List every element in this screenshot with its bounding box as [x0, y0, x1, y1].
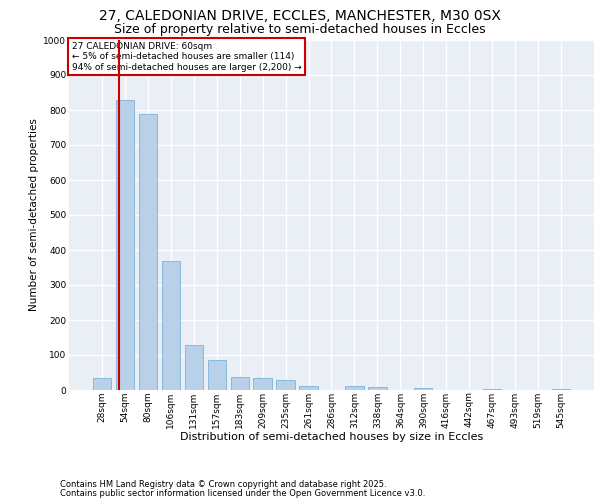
Bar	[277, 380, 295, 390]
Bar	[230, 377, 249, 390]
Bar	[253, 378, 272, 390]
Y-axis label: Number of semi-detached properties: Number of semi-detached properties	[29, 118, 39, 312]
Bar	[162, 260, 180, 390]
Text: Size of property relative to semi-detached houses in Eccles: Size of property relative to semi-detach…	[114, 22, 486, 36]
Bar	[414, 388, 433, 390]
Text: 27 CALEDONIAN DRIVE: 60sqm
← 5% of semi-detached houses are smaller (114)
94% of: 27 CALEDONIAN DRIVE: 60sqm ← 5% of semi-…	[71, 42, 301, 72]
Bar	[185, 345, 203, 390]
Bar	[139, 114, 157, 390]
Bar	[299, 386, 318, 390]
Bar	[93, 378, 111, 390]
Bar	[368, 386, 386, 390]
X-axis label: Distribution of semi-detached houses by size in Eccles: Distribution of semi-detached houses by …	[180, 432, 483, 442]
Text: 27, CALEDONIAN DRIVE, ECCLES, MANCHESTER, M30 0SX: 27, CALEDONIAN DRIVE, ECCLES, MANCHESTER…	[99, 9, 501, 23]
Text: Contains HM Land Registry data © Crown copyright and database right 2025.: Contains HM Land Registry data © Crown c…	[60, 480, 386, 489]
Bar	[345, 386, 364, 390]
Text: Contains public sector information licensed under the Open Government Licence v3: Contains public sector information licen…	[60, 488, 425, 498]
Bar	[116, 100, 134, 390]
Bar	[208, 360, 226, 390]
